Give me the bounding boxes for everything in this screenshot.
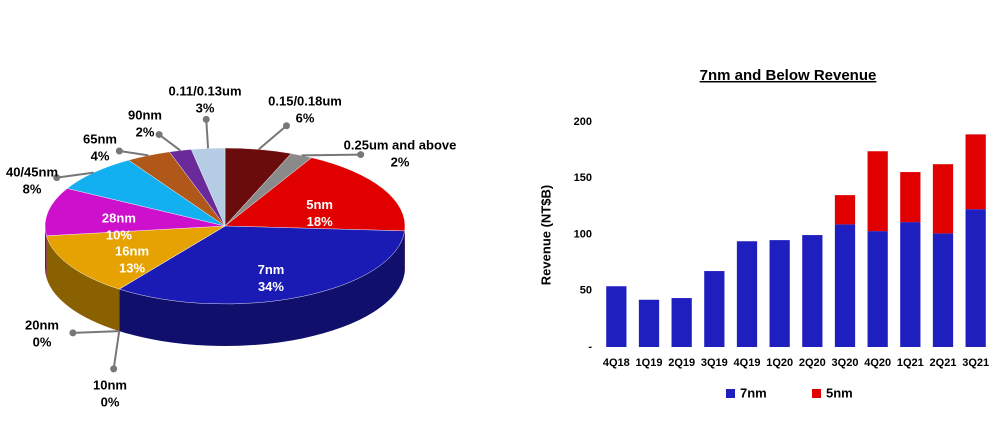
slice-value-label: 2% (391, 154, 410, 169)
leader-dot (115, 147, 123, 155)
y-axis-label: Revenue (NT$B) (538, 185, 553, 285)
y-tick-label: 50 (580, 285, 592, 297)
bar (671, 298, 692, 347)
bar (802, 235, 823, 347)
leader-line (205, 119, 210, 149)
x-tick-label: 2Q20 (799, 357, 826, 369)
x-tick-label: 1Q19 (636, 357, 663, 369)
slice-label: 0.25um and above (344, 137, 457, 152)
slice-label: 0.11/0.13um (169, 83, 242, 98)
legend-label: 7nm (740, 385, 767, 400)
slice-label: 5nm (306, 197, 333, 212)
slice-value-label: 34% (258, 279, 284, 294)
leader-dot (202, 115, 210, 123)
slice-value-label: 2% (136, 124, 155, 139)
bar-chart: 7nm and Below Revenue Revenue (NT$B) - 50… (538, 67, 989, 400)
slice-value-label: 10% (106, 228, 132, 243)
x-tick-label: 3Q20 (832, 357, 859, 369)
bar (736, 241, 758, 347)
legend-label: 5nm (826, 385, 853, 400)
x-tick-label: 1Q21 (897, 357, 924, 369)
pie-slice-side (119, 230, 405, 347)
leader-line (112, 330, 121, 369)
slice-label: 28nm (102, 211, 136, 226)
bar (932, 164, 954, 234)
x-tick-label: 3Q21 (962, 357, 989, 369)
x-tick-label: 4Q18 (603, 357, 630, 369)
bar (834, 224, 856, 347)
bar (867, 151, 888, 232)
y-tick-label: 200 (574, 116, 592, 128)
pie-chart: 0.15/0.18um 6% 0.25um and above 2% 5nm 18% 7nm… (6, 83, 456, 409)
x-tick-label: 2Q21 (930, 357, 957, 369)
slice-label: 0.15/0.18um (268, 93, 342, 108)
pie-slice (190, 147, 226, 227)
slice-value-label: 4% (91, 148, 110, 163)
bar (932, 233, 954, 347)
slice-value-label: 18% (307, 214, 333, 229)
x-tick-label: 1Q20 (766, 357, 793, 369)
x-tick-label: 4Q20 (864, 357, 891, 369)
slice-label: 16nm (115, 243, 149, 258)
chart-title: 7nm and Below Revenue (700, 67, 877, 84)
leader-line (119, 149, 149, 157)
slice-label: 40/45nm (6, 164, 58, 179)
pie-slice-side (45, 226, 47, 278)
bar (638, 299, 660, 347)
slice-value-label: 0% (33, 334, 52, 349)
bar (606, 286, 627, 347)
leader-dot (155, 131, 163, 139)
slice-value-label: 0% (101, 394, 120, 409)
bar (704, 271, 725, 347)
leader-dot (69, 329, 77, 337)
bar (769, 240, 790, 347)
slice-label: 65nm (83, 131, 117, 146)
slice-value-label: 8% (23, 181, 42, 196)
leader-line (301, 153, 361, 157)
leader-line (72, 330, 120, 334)
pie-slice (118, 225, 405, 305)
pie-slice (44, 188, 226, 236)
bar (834, 195, 856, 225)
x-tick-label: 2Q19 (668, 357, 695, 369)
bar (965, 134, 986, 210)
slice-label: 90nm (128, 107, 162, 122)
pie-slice (66, 159, 226, 227)
bar (867, 231, 888, 347)
slice-label: 20nm (25, 317, 59, 332)
x-tick-label: 4Q19 (734, 357, 761, 369)
slice-value-label: 6% (296, 110, 315, 125)
y-tick-label: - (588, 341, 592, 353)
leader-dot (110, 365, 118, 373)
slice-label: 10nm (93, 377, 127, 392)
leader-line (258, 124, 288, 151)
pie-slice (224, 157, 406, 232)
legend-swatch (812, 389, 821, 398)
pie-slice-side (46, 235, 120, 332)
leader-dot (357, 151, 365, 159)
pie-slice (46, 225, 226, 290)
slice-label: 7nm (258, 262, 285, 277)
bar (900, 172, 921, 223)
bar (965, 209, 986, 347)
leader-line (56, 171, 94, 179)
x-tick-label: 3Q19 (701, 357, 728, 369)
slice-value-label: 13% (119, 260, 145, 275)
bar (900, 222, 921, 347)
y-tick-label: 150 (574, 172, 592, 184)
legend-swatch (726, 389, 735, 398)
leader-line (158, 133, 181, 152)
slice-value-label: 3% (196, 100, 215, 115)
y-tick-label: 100 (574, 228, 592, 240)
leader-dot (53, 174, 61, 182)
leader-dot (282, 122, 290, 130)
